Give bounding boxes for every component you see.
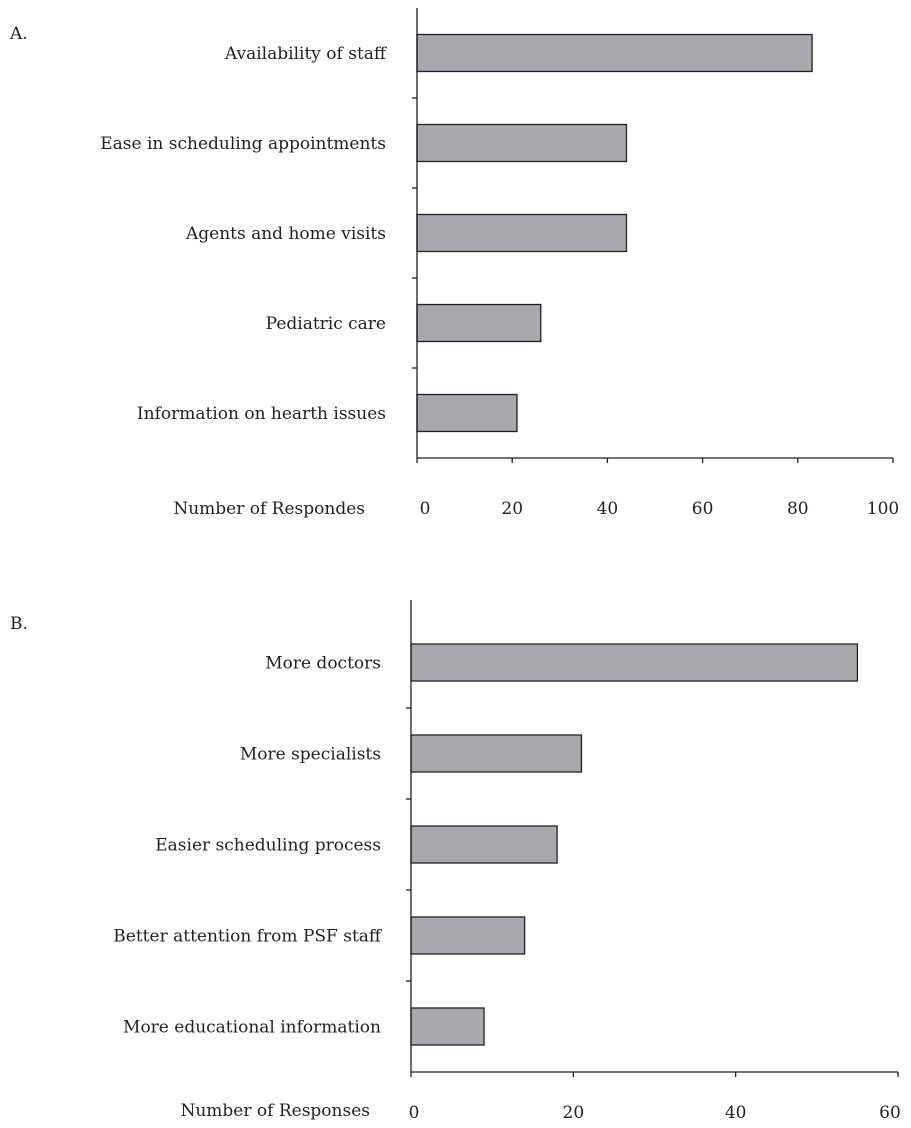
panel-a-bar [416, 123, 628, 163]
panel-b-category-label: More doctors [265, 654, 381, 674]
panel-a: A. Availability of staff Ease in scheduli… [9, 8, 899, 519]
panel-a-category-labels: Availability of staff Ease in scheduling … [100, 44, 388, 424]
panel-b-bars [410, 643, 859, 1046]
panel-a-x-tick-label: 40 [597, 499, 619, 519]
panel-b-tick-labels: 0 20 40 60 [409, 1103, 901, 1123]
panel-b-bar [410, 734, 583, 773]
panel-a-bar [416, 33, 813, 73]
panel-b-category-labels: More doctors More specialists Easier sched… [113, 654, 383, 1038]
panel-b-x-tick-label: 60 [879, 1103, 901, 1123]
panel-b-category-label: More educational information [123, 1018, 381, 1038]
panel-a-axes [412, 8, 894, 463]
panel-b-category-label: Better attention from PSF staff [113, 927, 383, 947]
panel-a-bars [416, 33, 813, 433]
panel-a-tick-labels: 0 20 40 60 80 100 [420, 499, 900, 519]
panel-b-bar [410, 916, 526, 955]
panel-b: B. More doctors More specialists Easier sc… [10, 600, 901, 1123]
panel-b-x-tick-label: 0 [409, 1103, 420, 1123]
panel-b-category-label: More specialists [240, 745, 381, 765]
panel-b-bar [410, 825, 558, 864]
panel-a-category-label: Ease in scheduling appointments [100, 134, 386, 154]
panel-b-x-axis-title: Number of Responses [180, 1101, 370, 1121]
panel-a-bar [416, 393, 518, 433]
panel-a-x-tick-label: 0 [420, 499, 431, 519]
panel-a-label: A. [9, 24, 28, 44]
panel-a-x-tick-label: 100 [867, 499, 899, 519]
panel-a-category-label: Agents and home visits [185, 224, 386, 244]
panel-a-x-tick-label: 80 [787, 499, 809, 519]
panel-a-category-label: Pediatric care [266, 314, 386, 334]
panel-a-x-axis-title: Number of Respondes [173, 499, 365, 519]
panel-b-x-tick-label: 20 [563, 1103, 585, 1123]
panel-a-bar [416, 213, 628, 253]
panel-a-category-label: Information on hearth issues [137, 404, 386, 424]
panel-b-bar [410, 1007, 485, 1046]
panel-a-category-label: Availability of staff [224, 44, 388, 64]
panel-b-label: B. [10, 614, 28, 634]
panel-b-bar [410, 643, 859, 682]
panel-a-x-tick-label: 20 [501, 499, 523, 519]
panel-b-axes [406, 600, 899, 1077]
panel-b-category-label: Easier scheduling process [155, 836, 381, 856]
panel-a-x-tick-label: 60 [692, 499, 714, 519]
panel-b-x-tick-label: 40 [725, 1103, 747, 1123]
panel-a-bar [416, 303, 542, 343]
